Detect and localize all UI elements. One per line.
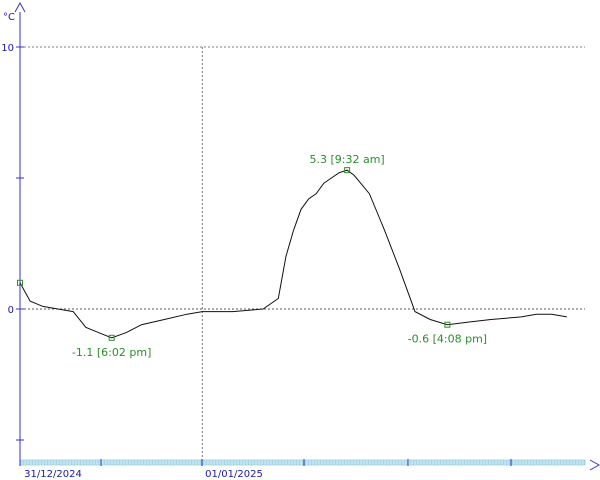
- x-tick-label: 01/01/2025: [205, 469, 263, 480]
- extreme-point-marker: [344, 167, 351, 174]
- x-axis-arrow-icon: [589, 459, 600, 471]
- time-scrollbar[interactable]: [19, 459, 586, 466]
- temperature-series-line: [19, 169, 567, 339]
- y-tick-label: 10: [1, 43, 14, 54]
- extreme-point-label: -1.1 [6:02 pm]: [72, 346, 151, 359]
- start-point-marker: [17, 279, 23, 286]
- extreme-point-label: -0.6 [4:08 pm]: [408, 333, 487, 346]
- extreme-point-marker: [444, 321, 451, 328]
- y-axis-arrow-icon: [14, 1, 26, 13]
- extreme-point-label: 5.3 [9:32 am]: [310, 153, 385, 166]
- axes-layer: °C: [3, 1, 600, 471]
- y-tick-layer: 10 0: [1, 43, 24, 441]
- annotation-layer: 5.3 [9:32 am] -1.1 [6:02 pm] -0.6 [4:08 pm…: [72, 153, 487, 359]
- x-tick-label: 31/12/2024: [24, 469, 82, 480]
- x-tick-layer: 31/12/2024 01/01/2025: [19, 459, 512, 480]
- extreme-point-marker: [108, 334, 115, 341]
- grid-layer: [20, 46, 585, 462]
- y-tick-label: 0: [8, 305, 14, 316]
- series-layer: [17, 169, 567, 339]
- y-axis-unit-label: °C: [3, 12, 15, 23]
- scrollbar-track[interactable]: [19, 459, 586, 466]
